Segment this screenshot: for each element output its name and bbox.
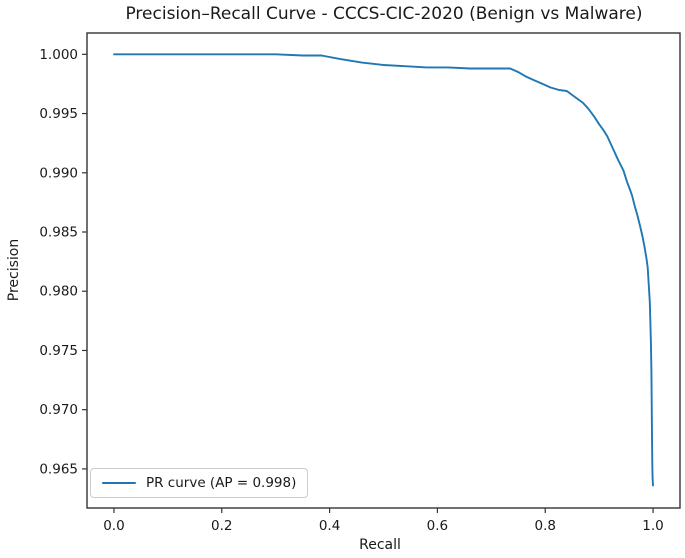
x-tick-label: 0.0 — [103, 518, 124, 534]
x-tick-label: 0.4 — [319, 518, 340, 534]
y-tick-label: 0.990 — [39, 165, 78, 181]
y-tick-label: 0.975 — [39, 343, 78, 359]
x-tick-label: 0.6 — [427, 518, 448, 534]
x-tick-label: 0.2 — [211, 518, 232, 534]
chart-title: Precision–Recall Curve - CCCS-CIC-2020 (… — [125, 4, 643, 24]
y-tick-label: 0.965 — [39, 461, 78, 477]
legend-label: PR curve (AP = 0.998) — [146, 475, 297, 491]
x-tick-label: 0.8 — [534, 518, 555, 534]
y-axis-label: Precision — [6, 238, 22, 302]
y-tick-label: 0.980 — [39, 284, 78, 300]
x-axis-label: Recall — [359, 537, 401, 553]
y-tick-label: 0.970 — [39, 402, 78, 418]
legend-line-sample — [102, 481, 136, 485]
y-tick-label: 1.000 — [39, 47, 78, 63]
plot-border — [86, 32, 681, 509]
x-tick-label: 1.0 — [642, 518, 663, 534]
y-tick-label: 0.995 — [39, 106, 78, 122]
legend: PR curve (AP = 0.998) — [90, 468, 309, 498]
pr-curve-line — [113, 53, 654, 487]
y-tick-label: 0.985 — [39, 225, 78, 241]
